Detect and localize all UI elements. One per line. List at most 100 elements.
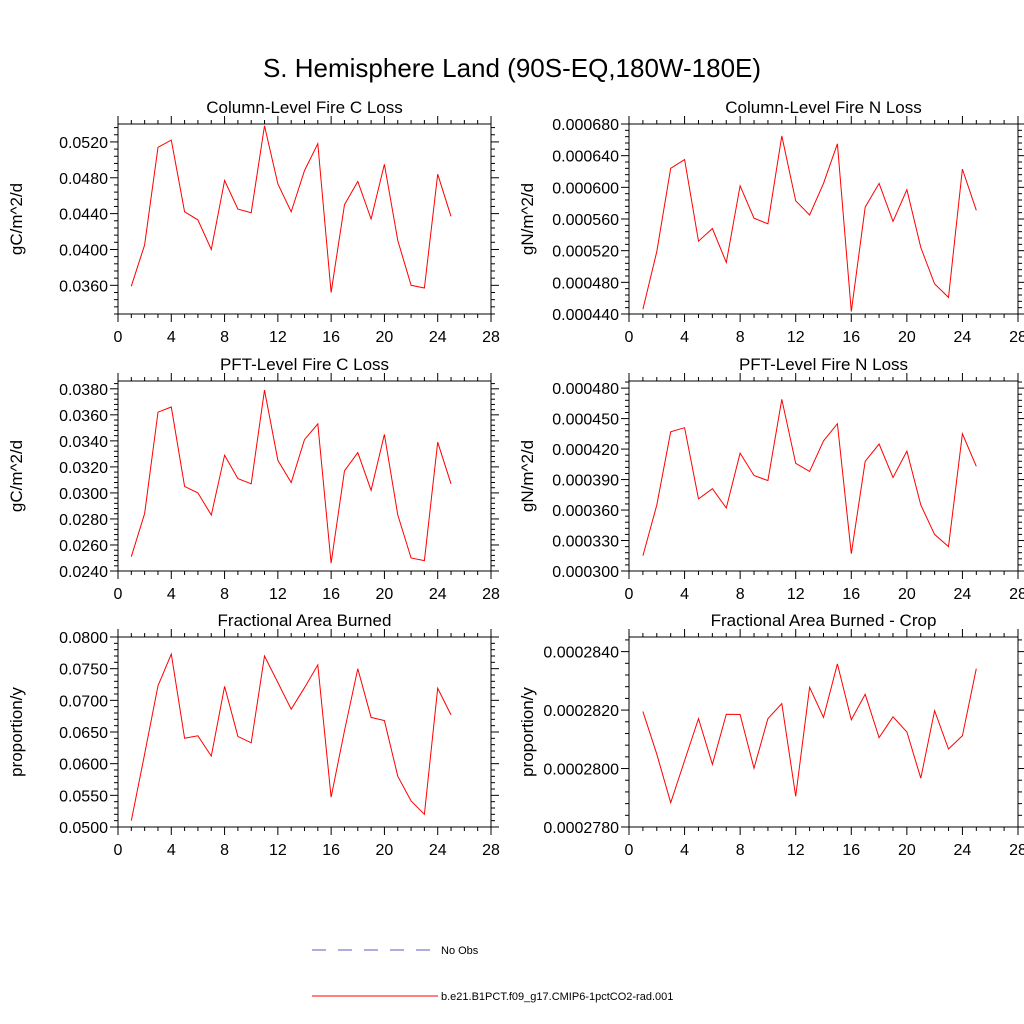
y-tick-label: 0.0002800 — [543, 762, 619, 779]
x-tick-label: 28 — [482, 329, 500, 346]
x-tick-label: 20 — [376, 329, 394, 346]
panel-grid: 0 4 8 12 16 20 24 28 0.0360 0.0400 0.0440 0.0480 0.0… — [7, 98, 1024, 859]
x-tick-label: 4 — [680, 586, 689, 603]
x-tick-label: 12 — [787, 329, 805, 346]
x-tick-label: 0 — [625, 329, 634, 346]
series-line — [642, 663, 977, 805]
y-axis-label: gC/m^2/d — [7, 183, 26, 255]
plot-frame — [628, 636, 1019, 828]
x-tick-label: 16 — [842, 842, 860, 859]
figure-title: S. Hemisphere Land (90S-EQ,180W-180E) — [263, 53, 761, 83]
x-tick-label: 8 — [220, 842, 229, 859]
x-tick-label: 20 — [898, 842, 916, 859]
y-axis-label: gC/m^2/d — [7, 440, 26, 512]
y-tick-label: 0.0300 — [59, 486, 108, 503]
x-tick-label: 16 — [322, 586, 340, 603]
chart-panel-2: 0 4 8 12 16 20 24 28 0.000440 0.000480 0.000520 0.0… — [518, 98, 1024, 346]
x-tick-label: 4 — [167, 586, 176, 603]
y-tick-label: 0.000520 — [552, 244, 619, 261]
x-tick-label: 12 — [787, 586, 805, 603]
x-tick-label: 4 — [680, 842, 689, 859]
y-tick-label: 0.0360 — [59, 408, 108, 425]
y-tick-label: 0.0800 — [59, 630, 108, 647]
chart-panel-4: 0 4 8 12 16 20 24 28 0.000300 0.000330 0.000360 0.0… — [518, 355, 1024, 603]
x-tick-label: 12 — [269, 842, 287, 859]
x-tick-label: 24 — [954, 586, 972, 603]
x-tick-label: 8 — [736, 586, 745, 603]
x-tick-label: 28 — [1009, 329, 1024, 346]
y-tick-label: 0.0002840 — [543, 645, 619, 662]
y-tick-label: 0.0002820 — [543, 703, 619, 720]
x-tick-label: 24 — [429, 842, 447, 859]
x-tick-label: 0 — [625, 586, 634, 603]
panel-title: Column-Level Fire N Loss — [725, 98, 922, 117]
y-tick-label: 0.0240 — [59, 564, 108, 581]
x-tick-label: 0 — [114, 586, 123, 603]
y-tick-label: 0.0340 — [59, 434, 108, 451]
x-tick-label: 20 — [376, 842, 394, 859]
chart-panel-6: 0 4 8 12 16 20 24 28 0.0002780 0.0002800 0.0002820… — [518, 611, 1024, 859]
y-tick-label: 0.0260 — [59, 538, 108, 555]
y-tick-label: 0.000450 — [552, 412, 619, 429]
plot-frame — [117, 636, 492, 828]
y-tick-label: 0.0280 — [59, 512, 108, 529]
y-tick-label: 0.0380 — [59, 382, 108, 399]
x-tick-label: 20 — [376, 586, 394, 603]
x-tick-label: 12 — [787, 842, 805, 859]
x-tick-label: 20 — [898, 329, 916, 346]
y-tick-label: 0.000300 — [552, 564, 619, 581]
series-line — [642, 399, 977, 556]
y-tick-label: 0.000680 — [552, 117, 619, 134]
x-tick-label: 4 — [167, 842, 176, 859]
x-tick-label: 28 — [482, 842, 500, 859]
y-axis-label: proportion/y — [518, 687, 537, 777]
y-tick-label: 0.0480 — [59, 171, 108, 188]
x-tick-label: 16 — [322, 329, 340, 346]
legend-label-model: b.e21.B1PCT.f09_g17.CMIP6-1pctCO2-rad.00… — [441, 991, 673, 1003]
x-tick-label: 0 — [114, 842, 123, 859]
series-line — [642, 135, 977, 312]
x-tick-label: 0 — [114, 329, 123, 346]
x-tick-label: 16 — [842, 329, 860, 346]
x-tick-label: 24 — [429, 586, 447, 603]
y-tick-label: 0.000330 — [552, 534, 619, 551]
y-tick-label: 0.0550 — [59, 788, 108, 805]
panel-title: PFT-Level Fire C Loss — [220, 355, 389, 374]
y-tick-label: 0.0500 — [59, 820, 108, 837]
x-tick-label: 28 — [1009, 586, 1024, 603]
y-tick-label: 0.000480 — [552, 381, 619, 398]
chart-panel-3: 0 4 8 12 16 20 24 28 0.0240 0.0260 0.0280 0.0300 0.0… — [7, 355, 500, 603]
x-tick-label: 20 — [898, 586, 916, 603]
y-tick-label: 0.0002780 — [543, 820, 619, 837]
y-tick-label: 0.000600 — [552, 180, 619, 197]
panel-title: PFT-Level Fire N Loss — [739, 355, 908, 374]
series-line — [130, 652, 452, 821]
y-tick-label: 0.0600 — [59, 757, 108, 774]
y-tick-label: 0.0440 — [59, 207, 108, 224]
chart-panel-5: 0 4 8 12 16 20 24 28 0.0500 0.0550 0.0600 0.0650 0.0… — [7, 611, 500, 859]
plot-frame — [628, 123, 1019, 315]
x-tick-label: 4 — [680, 329, 689, 346]
x-tick-label: 8 — [220, 586, 229, 603]
x-tick-label: 24 — [954, 329, 972, 346]
plot-frame — [117, 380, 492, 572]
x-tick-label: 0 — [625, 842, 634, 859]
x-tick-label: 8 — [220, 329, 229, 346]
x-tick-label: 8 — [736, 842, 745, 859]
y-tick-label: 0.0650 — [59, 725, 108, 742]
y-tick-label: 0.000640 — [552, 149, 619, 166]
series-line — [130, 125, 452, 293]
plot-frame — [628, 380, 1019, 572]
y-tick-label: 0.000360 — [552, 503, 619, 520]
y-tick-label: 0.000440 — [552, 307, 619, 324]
y-axis-label: gN/m^2/d — [518, 440, 537, 512]
y-tick-label: 0.0520 — [59, 135, 108, 152]
y-tick-label: 0.000420 — [552, 442, 619, 459]
y-axis-label: gN/m^2/d — [518, 183, 537, 255]
legend: No Obs b.e21.B1PCT.f09_g17.CMIP6-1pctCO2… — [312, 945, 673, 1003]
y-tick-label: 0.000390 — [552, 473, 619, 490]
panel-title: Fractional Area Burned — [218, 611, 392, 630]
y-tick-label: 0.0360 — [59, 278, 108, 295]
legend-label-no-obs: No Obs — [441, 945, 479, 957]
panel-title: Column-Level Fire C Loss — [206, 98, 403, 117]
